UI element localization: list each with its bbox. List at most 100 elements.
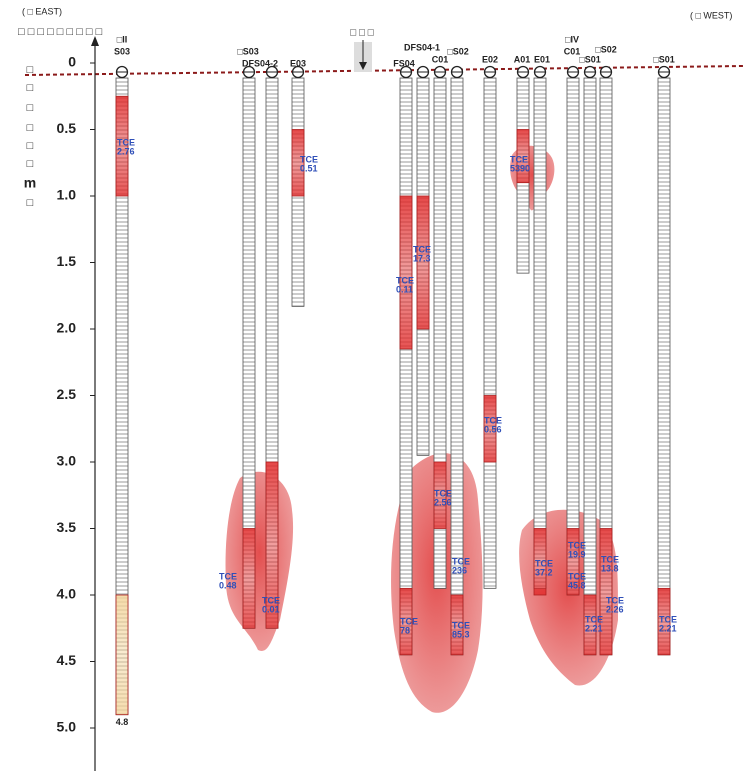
west-label: ( □ WEST) — [690, 10, 732, 20]
contamination-zone — [115, 95, 129, 197]
annotation-value: 45.8 — [568, 580, 586, 590]
annotation-value: 2.76 — [117, 146, 135, 156]
depth-label: 4.8 — [116, 717, 129, 727]
annotation-value: 2.56 — [434, 497, 452, 507]
annotation-label: TCE — [396, 275, 414, 285]
well-label: C01 — [564, 46, 581, 56]
contamination-zone — [433, 461, 447, 529]
contamination-zone — [399, 587, 413, 656]
annotation-value: 17.3 — [413, 253, 431, 263]
annotation-label: TCE — [219, 571, 237, 581]
annotation-label: TCE — [585, 614, 603, 624]
annotation-value: 37.2 — [535, 567, 553, 577]
annotation-label: TCE — [262, 595, 280, 605]
tick-label: 0.5 — [57, 120, 77, 136]
well-label: □S01 — [653, 54, 674, 64]
annotation-label: TCE — [601, 554, 619, 564]
well-label: □S03 — [237, 46, 258, 56]
well-label: □S02 — [447, 46, 468, 56]
water-table — [24, 65, 743, 76]
annotation-value: 2.21 — [585, 623, 603, 633]
axis-label: □ — [27, 64, 34, 76]
annotation-label: TCE — [452, 556, 470, 566]
annotation-value: 13.8 — [601, 563, 619, 573]
axis-label: □ — [27, 102, 34, 114]
borehole — [657, 77, 671, 656]
contamination-zone — [450, 594, 464, 656]
axis-label: □ — [27, 140, 34, 152]
well-label: FS04 — [393, 58, 415, 68]
contamination-zone — [399, 195, 413, 350]
well-label: □S02 — [595, 44, 616, 54]
contamination-zone — [657, 587, 671, 656]
contamination-zone — [115, 594, 129, 716]
contamination-zone — [483, 395, 497, 463]
contamination-zone — [416, 195, 430, 330]
annotation-value: 2.26 — [606, 604, 624, 614]
annotation-label: TCE — [659, 614, 677, 624]
well-label: □S01 — [579, 54, 600, 64]
arrow-label: □ □ □ — [350, 28, 374, 39]
annotation-label: TCE — [484, 415, 502, 425]
well-label: E03 — [290, 58, 306, 68]
annotation-value: 0.01 — [262, 604, 280, 614]
well-label: □II — [117, 34, 127, 44]
annotation-value: 0.11 — [396, 284, 413, 294]
contamination-zone — [265, 461, 279, 629]
annotation-label: TCE — [568, 540, 586, 550]
annotation-value: 5390 — [510, 163, 530, 173]
annotation-label: TCE — [452, 620, 470, 630]
annotation-label: TCE — [510, 154, 528, 164]
tick-label: 2.5 — [57, 386, 77, 402]
contamination-zone — [533, 528, 547, 596]
annotation-value: 0.51 — [300, 163, 318, 173]
contamination-zone — [242, 528, 256, 629]
well-label: E02 — [482, 54, 498, 64]
tick-label: 3.5 — [57, 519, 77, 535]
annotation-label: TCE — [300, 154, 318, 164]
tick-label: 5.0 — [57, 719, 77, 735]
well-label: □IV — [565, 34, 579, 44]
axis-label: m — [24, 175, 36, 191]
annotation-label: TCE — [117, 137, 135, 147]
contamination-zone — [583, 594, 597, 656]
subtitle: □ □ □ □ □ □ □ □ □ — [18, 26, 103, 38]
plume — [225, 471, 294, 651]
tick-label: 1.0 — [57, 187, 77, 203]
tick-label: 2.0 — [57, 320, 77, 336]
well-label: C01 — [432, 54, 449, 64]
annotation-label: TCE — [606, 595, 624, 605]
east-label: ( □ EAST) — [22, 6, 62, 16]
annotation-value: 0.56 — [484, 424, 502, 434]
axis-label: □ — [27, 197, 34, 209]
tick-label: 4.5 — [57, 652, 77, 668]
borehole — [533, 77, 547, 589]
contamination-zone — [516, 129, 530, 184]
annotation-label: TCE — [413, 244, 431, 254]
contamination-zone — [599, 528, 613, 656]
contamination-zone — [566, 528, 580, 596]
annotation-value: 0.48 — [219, 580, 237, 590]
arrow-head — [359, 62, 367, 70]
annotation-label: TCE — [568, 571, 586, 581]
axis-label: □ — [27, 158, 34, 170]
tick-label: 0 — [68, 54, 76, 70]
annotation-label: TCE — [400, 616, 418, 626]
annotation-label: TCE — [434, 488, 452, 498]
well-label: S03 — [114, 46, 130, 56]
well-label: DFS04-1 — [404, 42, 440, 52]
axis-label: □ — [27, 122, 34, 134]
borehole — [483, 77, 497, 589]
annotation-value: 236 — [452, 565, 467, 575]
annotation-value: 78 — [400, 625, 410, 635]
well-label: DFS04-2 — [242, 58, 278, 68]
borehole — [566, 77, 580, 596]
well-label: A01 — [514, 54, 531, 64]
borehole — [583, 77, 597, 656]
axis-label: □ — [27, 82, 34, 94]
borehole — [399, 77, 413, 656]
annotation-label: TCE — [535, 558, 553, 568]
annotation-value: 85.3 — [452, 629, 470, 639]
tick-label: 4.0 — [57, 586, 77, 602]
